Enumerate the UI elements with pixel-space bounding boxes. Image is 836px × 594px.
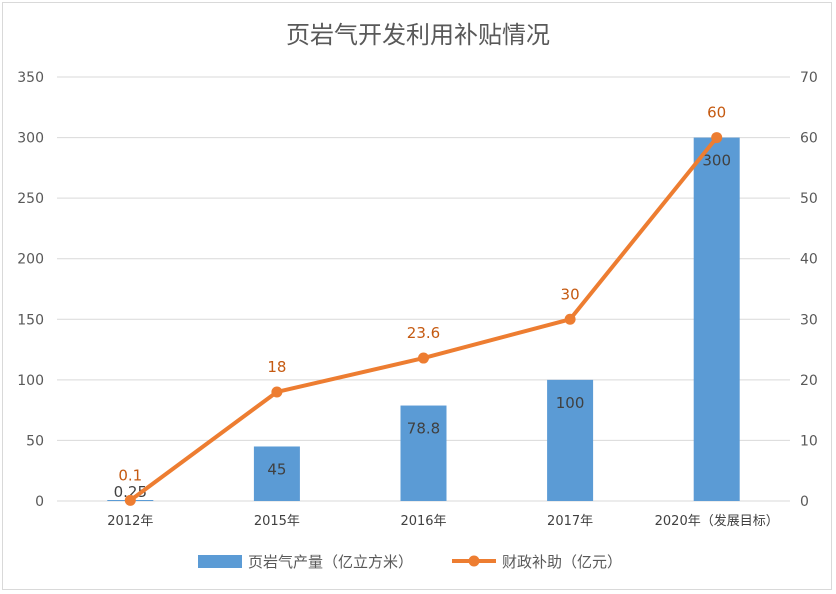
right-axis-ticks: 0 10 20 30 40 50 60 70 [800, 70, 818, 510]
line-point [711, 132, 723, 144]
left-tick-label: 200 [17, 252, 44, 268]
left-tick-label: 50 [26, 433, 44, 449]
line-point [271, 386, 283, 398]
line-data-label: 60 [707, 104, 726, 122]
left-tick-label: 250 [17, 191, 44, 207]
right-tick-label: 60 [800, 131, 818, 147]
bar [253, 446, 300, 501]
line-point [564, 313, 576, 325]
bar-data-label: 100 [556, 394, 585, 412]
line-point [124, 494, 136, 506]
category-labels: 2012年 2015年 2016年 2017年 2020年（发展目标） [107, 513, 778, 529]
category-label: 2015年 [254, 514, 300, 529]
bar-data-label: 78.8 [407, 420, 440, 438]
bar [693, 137, 740, 502]
legend-bar-swatch [198, 555, 242, 568]
category-label: 2017年 [547, 514, 593, 529]
left-tick-label: 300 [17, 131, 44, 147]
line-point [418, 352, 429, 364]
bar-data-label: 300 [702, 152, 731, 170]
right-tick-label: 30 [800, 312, 818, 328]
legend-line-marker [468, 555, 480, 567]
legend: 页岩气产量（亿立方米） 财政补助（亿元） [198, 553, 622, 571]
line-data-label: 18 [267, 358, 286, 376]
legend-bar-label: 页岩气产量（亿立方米） [248, 553, 413, 571]
left-tick-label: 350 [17, 70, 44, 86]
right-tick-label: 70 [800, 70, 818, 86]
bar-data-label: 45 [267, 460, 286, 478]
category-label: 2020年（发展目标） [655, 513, 779, 529]
line-data-label: 0.1 [118, 466, 142, 484]
line-data-label: 23.6 [407, 324, 440, 342]
legend-line-label: 财政补助（亿元） [502, 553, 622, 571]
left-tick-label: 150 [17, 312, 44, 328]
right-tick-label: 20 [800, 373, 818, 389]
chart-title: 页岩气开发利用补贴情况 [286, 21, 550, 49]
right-tick-label: 40 [800, 252, 818, 268]
left-axis-ticks: 0 50 100 150 200 250 300 350 [17, 70, 44, 510]
bar [400, 405, 447, 501]
right-tick-label: 50 [800, 191, 818, 207]
line-series: 0.1 18 23.6 30 60 [118, 104, 726, 506]
left-tick-label: 0 [35, 494, 44, 510]
right-tick-label: 0 [800, 494, 809, 510]
category-label: 2012年 [107, 514, 153, 529]
category-label: 2016年 [400, 514, 446, 529]
line-data-label: 30 [561, 285, 580, 303]
right-tick-label: 10 [800, 433, 818, 449]
bar [547, 379, 594, 501]
left-tick-label: 100 [17, 373, 44, 389]
